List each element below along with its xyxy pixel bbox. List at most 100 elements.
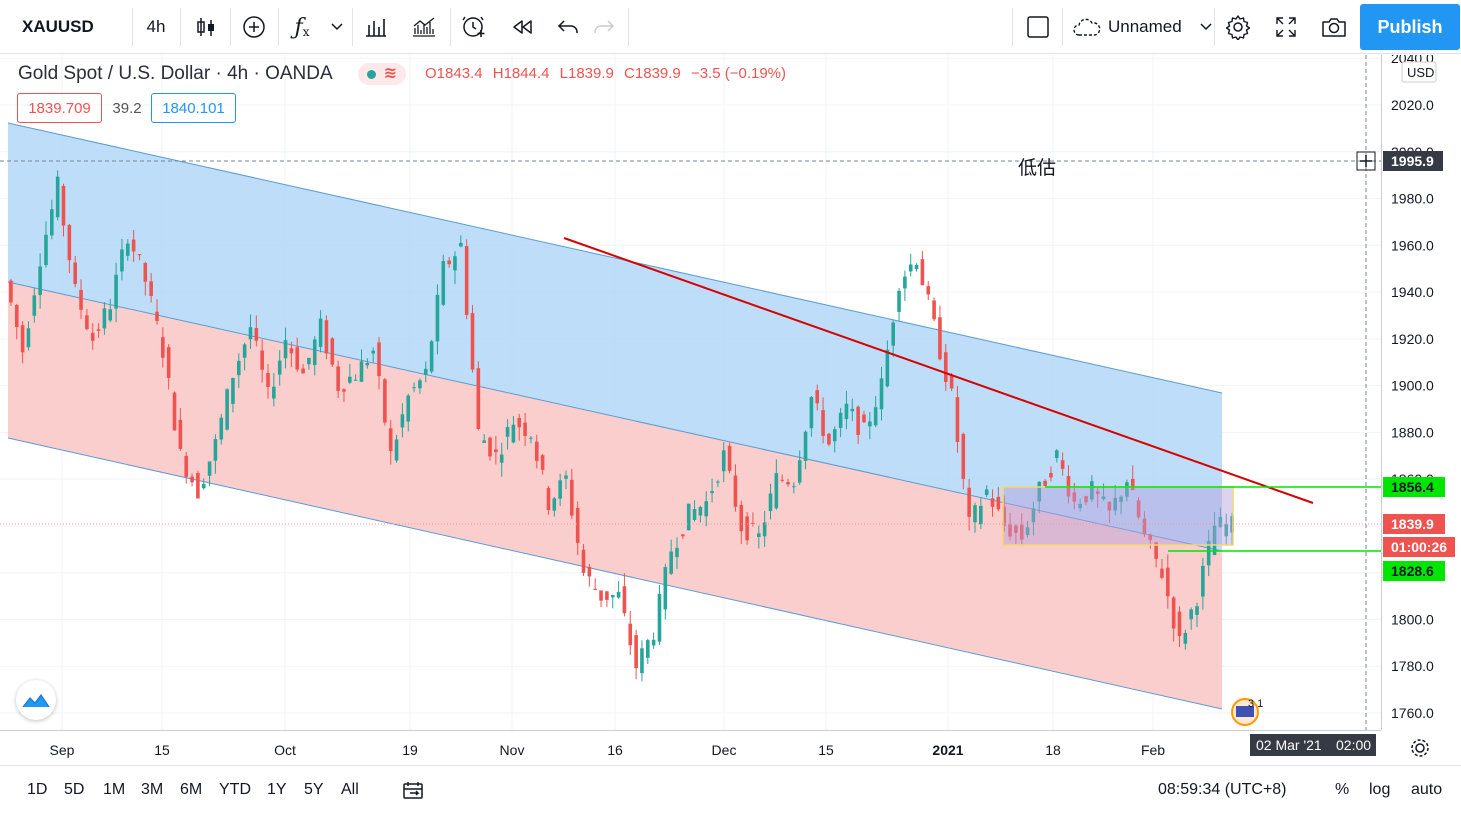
layout-name-button[interactable]: Unnamed [1066,0,1212,54]
candle-body [423,368,428,375]
rectangle-drawing[interactable] [1002,486,1234,546]
candle-body [418,380,422,389]
camera-icon[interactable] [1312,0,1356,54]
timezone-clock[interactable]: 08:59:34 (UTC+8) [1158,781,1287,798]
chart-canvas[interactable]: 低估2040.02020.02000.01980.01960.01940.019… [0,55,1461,765]
range-6m-button[interactable]: 6M [180,781,203,798]
templates-icon[interactable] [354,0,398,54]
candle [1060,452,1065,476]
price-tick-label: 1940.0 [1391,284,1434,300]
candle-body [803,431,808,461]
market-status-badge[interactable]: ≋ [358,63,406,85]
undo-icon[interactable] [546,0,590,54]
gear-icon[interactable] [1216,0,1260,54]
candle [441,254,446,307]
channel-middle-line[interactable] [7,281,1223,552]
candle-body [1019,524,1024,540]
toolbar-divider [278,8,279,46]
add-compare-icon[interactable] [232,0,276,54]
layout-square-icon[interactable] [1016,0,1060,54]
candle-body [114,274,118,309]
symbol-search-button[interactable]: XAUUSD [22,17,94,36]
axis-settings-gear-icon[interactable] [1411,739,1429,757]
candle-body [1008,524,1012,537]
candle-body [1014,525,1018,533]
candle [231,377,235,413]
open-value: 1843.4 [436,65,483,82]
sell-price-button[interactable]: 1839.709 [17,93,102,123]
replay-icon[interactable] [500,0,544,54]
last-price-label[interactable]: 1839.9 [1383,514,1445,534]
candle [108,298,113,323]
chart-pane[interactable]: 低估2040.02020.02000.01980.01960.01940.019… [0,55,1461,815]
candle-body [219,417,224,440]
buy-price-button[interactable]: 1840.101 [151,93,236,123]
candle [190,473,194,487]
channel-top-line[interactable] [7,122,1223,394]
trendline-drawing[interactable] [563,237,1314,504]
candle [482,434,486,443]
price-axis[interactable]: 2040.02020.02000.01980.01960.01940.01920… [1383,55,1455,721]
market-open-dot-icon [366,69,376,79]
candle-body [1130,478,1135,491]
candle [307,357,311,370]
bar-replay-icon[interactable] [402,0,446,54]
gear-outer [1411,739,1429,757]
parallel-channel-drawing[interactable] [7,122,1223,710]
candle [324,315,329,360]
range-1d-button[interactable]: 1D [27,781,48,798]
data-delay-icon: ≋ [383,65,398,82]
candle-body [441,261,446,305]
currency-badge[interactable] [1401,61,1437,83]
symbol-legend-title[interactable]: Gold Spot / U.S. Dollar · 4h · OANDA [18,63,333,84]
economic-events-badge[interactable]: 3 1 [1231,698,1263,726]
time-axis[interactable]: Sep 15 Oct 19 Nov 16 Dec 15 2021 18 Feb 02 Mar '21 0… [50,734,1376,758]
candle-body [1125,482,1129,497]
candle-body [1025,527,1030,536]
range-3m-button[interactable]: 3M [141,781,164,798]
candle [1160,558,1164,580]
range-5y-button[interactable]: 5Y [304,781,324,798]
percent-scale-button[interactable]: % [1335,781,1350,798]
candle [260,339,264,383]
alert-icon[interactable] [452,0,496,54]
tradingview-logo-icon[interactable] [16,680,56,720]
candle [704,491,709,527]
range-all-button[interactable]: All [341,781,359,798]
candle [1212,511,1217,556]
candle-body [260,350,264,370]
auto-scale-button[interactable]: auto [1411,781,1443,798]
interval-button[interactable]: 4h [146,17,166,36]
toolbar-divider [180,8,181,46]
candles-icon[interactable] [184,0,228,54]
candle-body [1066,475,1071,497]
range-5d-button[interactable]: 5D [64,781,85,798]
goto-date-icon[interactable] [402,766,424,814]
lower-level-price-label[interactable]: 1828.6 [1383,561,1445,581]
log-scale-button[interactable]: log [1369,781,1391,798]
candle-body [967,487,971,517]
publish-button[interactable]: Publish [1360,4,1460,50]
candle-body [377,342,381,377]
candle [868,412,872,440]
range-1m-button[interactable]: 1M [103,781,126,798]
range-1y-button[interactable]: 1Y [267,781,287,798]
candle-body [55,176,60,218]
chevron-down-icon[interactable] [324,0,350,54]
candle [44,221,48,268]
range-ytd-button[interactable]: YTD [219,781,251,798]
upper-level-price-label[interactable]: 1856.4 [1383,477,1445,497]
candle-body [955,397,960,442]
crosshair-price-label[interactable]: 1995.9 [1383,151,1443,171]
candle [505,419,510,450]
bar-countdown-label[interactable]: 01:00:26 [1383,537,1455,557]
channel-bottom-line[interactable] [7,437,1223,710]
candle [669,539,673,576]
fullscreen-icon[interactable] [1264,0,1308,54]
candle [1130,465,1135,491]
redo-icon[interactable] [582,0,626,54]
crosshair-center [1356,151,1376,171]
candle-body [581,549,586,573]
candle [459,235,463,248]
